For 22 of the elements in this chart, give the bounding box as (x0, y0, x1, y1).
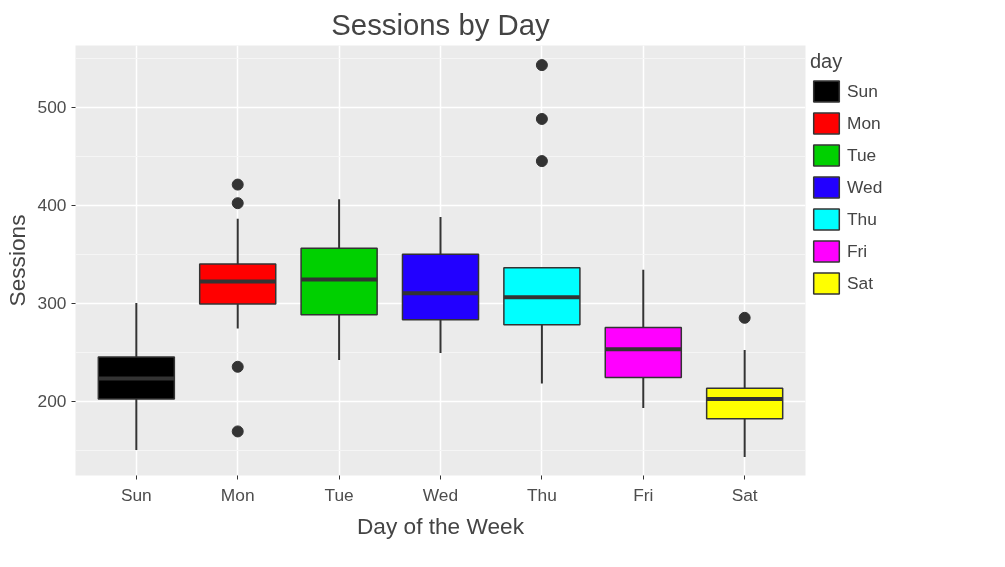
y-axis-title: Sessions (3, 214, 30, 307)
y-tick-label: 500 (37, 97, 67, 118)
x-tick-label: Sat (731, 484, 758, 505)
y-tick-label: 400 (37, 195, 67, 216)
x-tick-label: Sun (120, 484, 152, 505)
legend-label: Thu (847, 208, 877, 230)
x-tick-label: Mon (220, 484, 255, 505)
x-axis-title: Day of the Week (356, 512, 525, 539)
legend-label: Fri (847, 240, 868, 262)
legend-label: Mon (847, 112, 881, 134)
legend-label: Tue (847, 144, 877, 166)
y-tick-label: 300 (37, 293, 67, 314)
legend-title: day (810, 50, 844, 73)
legend-label: Sat (847, 272, 874, 294)
x-tick-label: Wed (422, 484, 459, 505)
x-tick-label: Fri (633, 484, 654, 505)
legend-label: Wed (847, 176, 883, 198)
x-tick-label: Thu (526, 484, 557, 505)
y-tick-label: 200 (37, 391, 67, 412)
legend-label: Sun (847, 80, 878, 102)
x-tick-label: Tue (324, 484, 354, 505)
chart-title: Sessions by Day (331, 7, 551, 41)
